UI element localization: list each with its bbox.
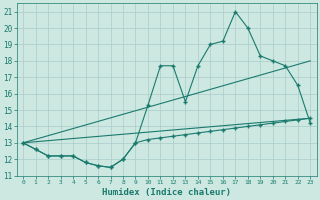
X-axis label: Humidex (Indice chaleur): Humidex (Indice chaleur) — [102, 188, 231, 197]
